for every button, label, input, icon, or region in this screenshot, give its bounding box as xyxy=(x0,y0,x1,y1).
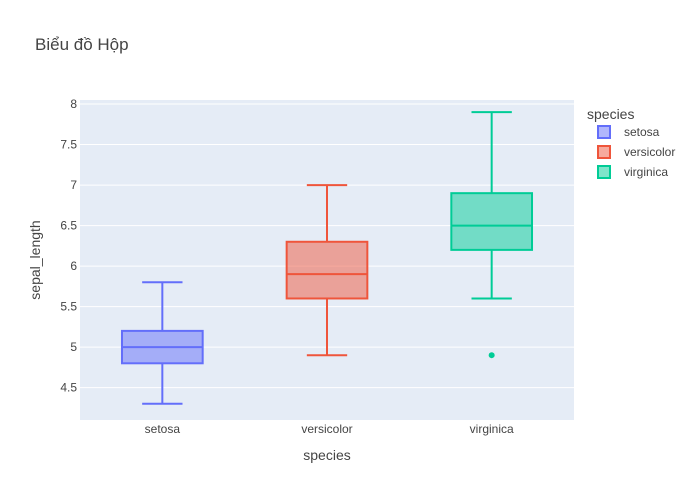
y-tick-label: 6.5 xyxy=(60,219,77,233)
legend-title: species xyxy=(587,106,634,122)
x-tick-label: setosa xyxy=(145,422,181,436)
legend-item-versicolor[interactable]: versicolor xyxy=(597,145,675,159)
y-tick-label: 5 xyxy=(70,340,77,354)
legend-label: versicolor xyxy=(624,145,675,159)
legend-swatch xyxy=(597,125,611,139)
x-tick-labels: setosa versicolor virginica xyxy=(145,422,514,436)
chart-title: Biểu đồ Hộp xyxy=(35,35,129,54)
legend-item-virginica[interactable]: virginica xyxy=(597,165,668,179)
box-iqr xyxy=(285,240,369,300)
y-axis-title: sepal_length xyxy=(27,220,43,299)
y-tick-label: 4.5 xyxy=(60,381,77,395)
y-tick-labels: 4.5 5 5.5 6 6.5 7 7.5 8 xyxy=(60,97,77,395)
box-versicolor xyxy=(285,184,369,357)
box-virginica xyxy=(450,111,534,359)
legend-label: virginica xyxy=(624,165,668,179)
box-series xyxy=(120,111,534,405)
x-tick-label: virginica xyxy=(470,422,514,436)
legend-item-setosa[interactable]: setosa xyxy=(597,125,660,139)
y-tick-label: 7 xyxy=(70,178,77,192)
outlier-point xyxy=(488,352,495,359)
box-setosa xyxy=(120,281,204,405)
y-tick-label: 5.5 xyxy=(60,300,77,314)
legend: species setosa versicolor virginica xyxy=(587,106,675,179)
y-tick-label: 7.5 xyxy=(60,138,77,152)
y-tick-label: 6 xyxy=(70,259,77,273)
x-axis-title: species xyxy=(303,447,350,463)
legend-label: setosa xyxy=(624,125,660,139)
y-tick-label: 8 xyxy=(70,97,77,111)
box-iqr xyxy=(450,192,534,251)
legend-swatch xyxy=(597,145,611,159)
x-tick-label: versicolor xyxy=(301,422,352,436)
legend-swatch xyxy=(597,165,611,179)
